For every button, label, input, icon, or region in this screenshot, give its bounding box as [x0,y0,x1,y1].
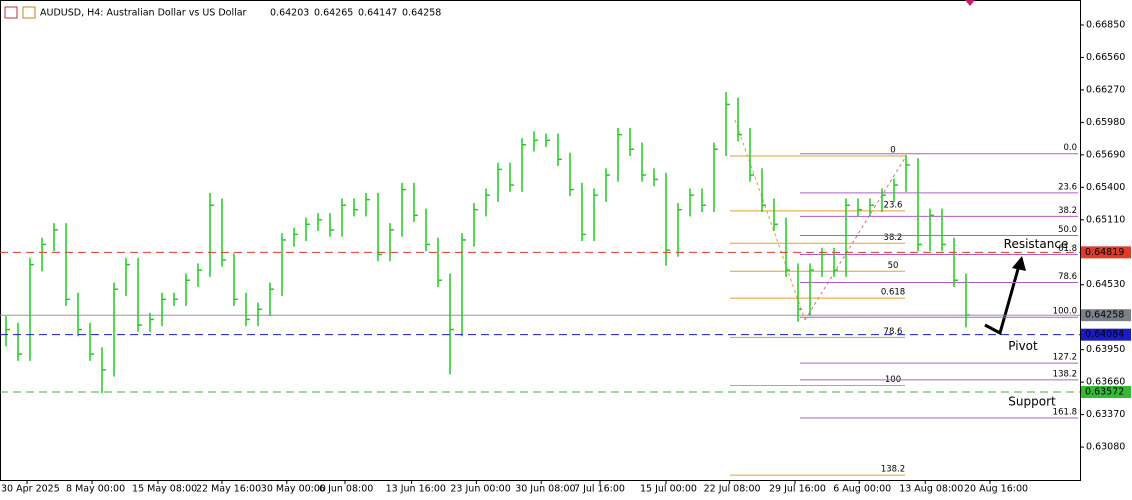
quote-value: 0.64258 [402,8,441,19]
x-tick-label: 15 May 08:00 [132,484,197,495]
fib-label: 23.6 [1058,182,1077,192]
x-tick-label: 6 Aug 00:00 [833,484,891,495]
x-tick-label: 8 May 00:00 [66,484,125,495]
fib-label: 78.6 [1058,272,1077,282]
fib-label: 50 [888,261,899,271]
x-tick-label: 29 Jul 16:00 [769,484,826,495]
fib-label: 23.6 [884,200,903,210]
arrow [984,261,1022,336]
y-tick-label: 0.66270 [1086,84,1125,95]
fib-trend [804,157,906,321]
fib-label: 38.2 [1058,206,1077,216]
x-tick-label: 7 Jul 16:00 [574,484,625,495]
icon [4,6,18,19]
x-tick-label: 23 Jun 00:00 [450,484,510,495]
y-tick-label: 0.63080 [1086,442,1125,453]
price-badge-label: 0.64258 [1085,310,1124,321]
quote-value: 0.64265 [314,8,353,19]
fib-label: 38.2 [884,233,903,243]
fib-label: 0 [890,145,895,155]
level-badge-label: 0.64084 [1085,329,1124,340]
x-tick-label: 6 Jun 08:00 [319,484,373,495]
level-badge [1081,328,1131,341]
fib-label: 61.8 [1058,244,1077,254]
level-name: Pivot [1008,339,1038,353]
y-tick-label: 0.66850 [1086,19,1125,30]
y-tick-label: 0.65690 [1086,149,1125,160]
y-tick-label: 0.66560 [1086,52,1125,63]
y-tick-label: 0.65110 [1086,214,1125,225]
fib-label: 138.2 [1053,369,1077,379]
level-name: Resistance [1004,237,1069,251]
fib-label: 0.618 [881,288,905,298]
fib-label: 100.0 [1053,307,1077,317]
level-badge [1081,246,1131,259]
quote-value: 0.64147 [358,8,397,19]
x-tick-label: 13 Jun 16:00 [386,484,446,495]
fib-label: 78.6 [884,327,903,337]
fib-label: 138.2 [881,465,905,475]
x-tick-label: 30 Apr 2025 [1,484,60,495]
x-tick-label: 30 Jun 08:00 [515,484,575,495]
arrow-head [1012,256,1026,271]
x-tick-label: 22 May 16:00 [196,484,261,495]
marker [965,0,975,6]
y-tick-label: 0.65400 [1086,182,1125,193]
fib-label: 127.2 [1053,353,1077,363]
chart-title: AUDUSD, H4: Australian Dollar vs US Doll… [40,8,247,19]
x-tick-label: 20 Aug 16:00 [964,484,1028,495]
x-tick-label: 30 May 00:00 [261,484,326,495]
plot-frame [0,0,1081,481]
y-tick-label: 0.63370 [1086,409,1125,420]
level-badge [1081,385,1131,398]
x-tick-label: 13 Aug 08:00 [899,484,963,495]
icon [22,6,36,19]
fib-trend [734,119,806,321]
y-tick-label: 0.64530 [1086,279,1125,290]
quote-value: 0.64203 [270,8,309,19]
level-badge-label: 0.64819 [1085,247,1124,258]
fib-label: 161.8 [1053,407,1077,417]
level-badge-label: 0.63572 [1085,386,1124,397]
price-badge [1081,309,1131,322]
y-tick-label: 0.63950 [1086,344,1125,355]
y-tick-label: 0.65980 [1086,117,1125,128]
level-name: Support [1008,394,1056,408]
fib-label: 50.0 [1058,225,1077,235]
fib-label: 0.0 [1063,143,1077,153]
y-tick-label: 0.63660 [1086,377,1125,388]
x-tick-label: 22 Jul 08:00 [704,484,761,495]
x-tick-label: 15 Jul 00:00 [640,484,697,495]
